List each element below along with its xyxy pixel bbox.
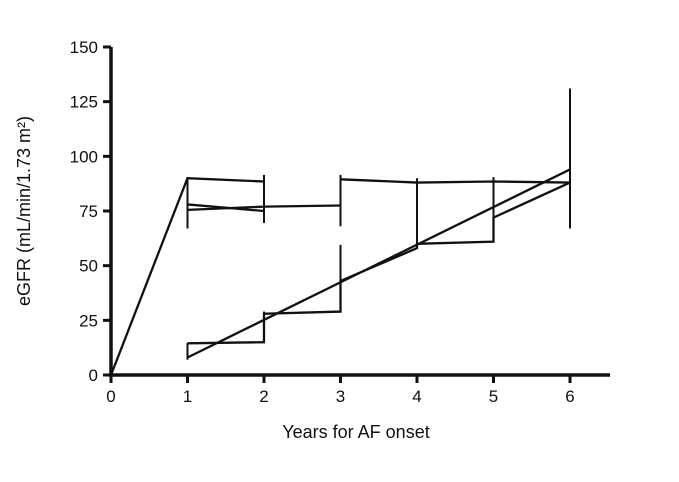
x-tick-label: 5 (489, 387, 498, 406)
series-3-mid-crossing (187, 203, 265, 213)
x-tick-label: 2 (259, 387, 268, 406)
x-tick-label: 6 (565, 387, 574, 406)
y-tick-label: 125 (70, 93, 98, 112)
axes (109, 47, 610, 377)
y-tick-label: 50 (79, 257, 98, 276)
series-6-linear-trend (186, 168, 571, 359)
y-tick-label: 25 (79, 311, 98, 330)
tick-labels: 0 1 2 3 4 5 6 0 25 50 75 100 125 150 (70, 38, 575, 406)
error-bars (186, 88, 571, 360)
tick-marks (103, 45, 572, 383)
y-tick-label: 0 (89, 366, 98, 385)
series-4-late-plateau (340, 178, 571, 184)
y-axis-label: eGFR (mL/min/1.73 m²) (14, 116, 34, 306)
x-tick-label: 3 (336, 387, 345, 406)
x-axis-label: Years for AF onset (282, 422, 429, 442)
x-tick-label: 4 (412, 387, 421, 406)
y-tick-label: 75 (79, 202, 98, 221)
y-tick-label: 150 (70, 38, 98, 57)
y-tick-label: 100 (70, 147, 98, 166)
x-tick-label: 0 (106, 387, 115, 406)
x-tick-label: 1 (183, 387, 192, 406)
